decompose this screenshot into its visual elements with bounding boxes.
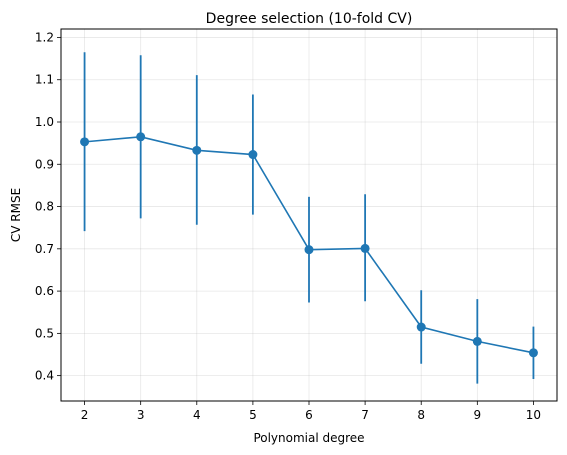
y-ticks: 0.4 0.5 0.6 0.7 0.8 0.9 1.0 1.1 1.2 — [35, 30, 61, 383]
x-tick-label-6: 6 — [305, 408, 313, 422]
x-tick-label-2: 2 — [81, 408, 89, 422]
x-tick-label-8: 8 — [417, 408, 425, 422]
x-axis-label: Polynomial degree — [253, 431, 364, 445]
x-tick-label-10: 10 — [526, 408, 541, 422]
x-tick-label-5: 5 — [249, 408, 257, 422]
x-tick-label-4: 4 — [193, 408, 201, 422]
data-point-8 — [416, 322, 426, 332]
data-point-4 — [192, 145, 202, 155]
y-axis-label: CV RMSE — [9, 188, 23, 242]
y-tick-label-1.0: 1.0 — [35, 115, 54, 129]
y-tick-label-0.8: 0.8 — [35, 200, 54, 214]
data-point-7 — [360, 243, 370, 253]
data-point-5 — [248, 150, 258, 160]
y-tick-label-1.2: 1.2 — [35, 30, 54, 44]
x-ticks: 2 3 4 5 6 7 8 9 10 — [81, 401, 541, 422]
data-point-10 — [528, 348, 538, 358]
markers — [80, 132, 538, 358]
y-tick-label-0.5: 0.5 — [35, 326, 54, 340]
x-tick-label-9: 9 — [474, 408, 482, 422]
y-tick-label-1.1: 1.1 — [35, 73, 54, 87]
data-point-2 — [80, 137, 90, 147]
data-point-9 — [472, 336, 482, 346]
chart-title: Degree selection (10-fold CV) — [206, 11, 413, 27]
plot-area: 2 3 4 5 6 7 8 9 10 0.4 0.5 0.6 0.7 0.8 0.9 1.0 1.1 1.2 — [35, 28, 558, 422]
y-tick-label-0.6: 0.6 — [35, 284, 54, 298]
x-tick-label-3: 3 — [137, 408, 145, 422]
data-point-3 — [136, 132, 146, 142]
x-tick-label-7: 7 — [361, 408, 369, 422]
y-tick-label-0.4: 0.4 — [35, 369, 54, 383]
y-tick-label-0.7: 0.7 — [35, 242, 54, 256]
y-tick-label-0.9: 0.9 — [35, 157, 54, 171]
data-point-6 — [304, 245, 314, 255]
